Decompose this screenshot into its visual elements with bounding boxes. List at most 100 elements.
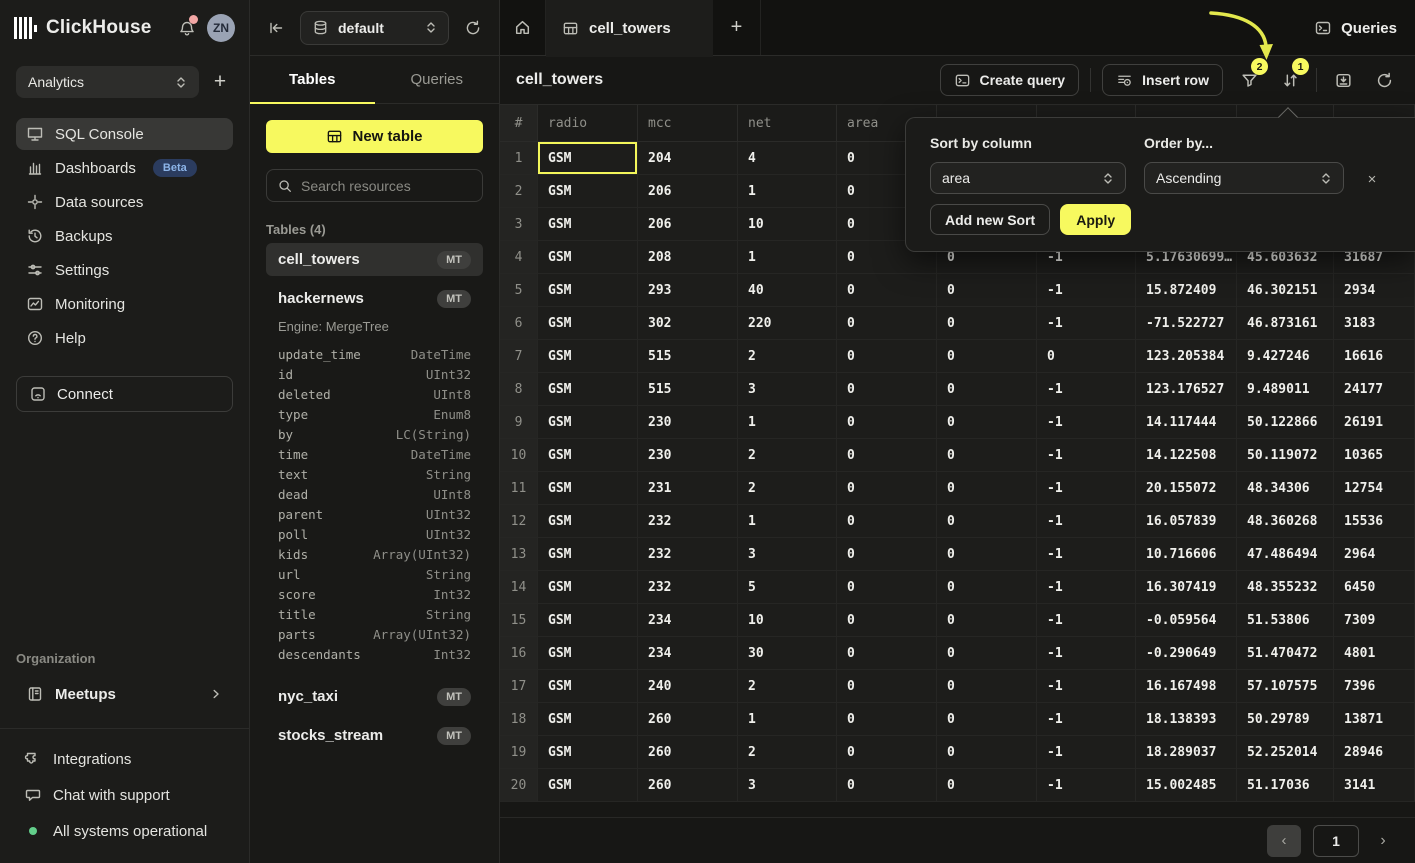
queries-link[interactable]: Queries (1314, 0, 1397, 56)
table-cell[interactable]: 46.302151 (1237, 274, 1334, 307)
table-cell[interactable]: 208 (638, 241, 738, 274)
table-cell[interactable]: 18.138393 (1136, 703, 1237, 736)
table-cell[interactable]: 232 (638, 571, 738, 604)
table-cell[interactable]: GSM (538, 538, 638, 571)
table-cell[interactable]: 48.34306 (1237, 472, 1334, 505)
sidebar-item-meetups[interactable]: Meetups (16, 678, 233, 710)
table-cell[interactable]: 206 (638, 208, 738, 241)
table-cell[interactable]: GSM (538, 373, 638, 406)
table-cell[interactable]: 260 (638, 703, 738, 736)
table-cell[interactable]: -1 (1037, 505, 1136, 538)
row-number[interactable]: 18 (500, 703, 538, 736)
table-cell[interactable]: 1 (738, 241, 837, 274)
new-table-button[interactable]: New table (266, 120, 483, 153)
table-cell[interactable]: GSM (538, 703, 638, 736)
table-cell[interactable]: 2964 (1334, 538, 1415, 571)
row-number[interactable]: 19 (500, 736, 538, 769)
table-list-item-nyc-taxi[interactable]: nyc_taxi MT (266, 680, 483, 713)
add-new-sort-button[interactable]: Add new Sort (930, 204, 1051, 235)
table-cell[interactable]: 3 (738, 373, 837, 406)
table-cell[interactable]: 3141 (1334, 769, 1415, 802)
table-cell[interactable]: 2 (738, 340, 837, 373)
notifications-bell-icon[interactable] (176, 15, 198, 39)
table-cell[interactable]: 0 (937, 571, 1037, 604)
row-number[interactable]: 2 (500, 175, 538, 208)
table-cell[interactable]: 0 (837, 670, 937, 703)
search-box[interactable] (266, 169, 483, 202)
table-cell[interactable]: 293 (638, 274, 738, 307)
create-query-button[interactable]: Create query (939, 64, 1080, 96)
table-cell[interactable]: 57.107575 (1237, 670, 1334, 703)
row-number[interactable]: 11 (500, 472, 538, 505)
table-cell[interactable]: 5 (738, 571, 837, 604)
table-cell[interactable]: 230 (638, 439, 738, 472)
table-cell[interactable]: 10 (738, 604, 837, 637)
row-number[interactable]: 16 (500, 637, 538, 670)
row-number[interactable]: 12 (500, 505, 538, 538)
table-cell[interactable]: 3 (738, 538, 837, 571)
table-cell[interactable]: 0 (837, 769, 937, 802)
table-cell[interactable]: -1 (1037, 670, 1136, 703)
table-cell[interactable]: 16616 (1334, 340, 1415, 373)
table-cell[interactable]: 46.873161 (1237, 307, 1334, 340)
table-cell[interactable]: 18.289037 (1136, 736, 1237, 769)
row-number[interactable]: 9 (500, 406, 538, 439)
table-cell[interactable]: -0.290649 (1136, 637, 1237, 670)
close-sort-icon[interactable]: × (1367, 170, 1377, 188)
table-cell[interactable]: -1 (1037, 703, 1136, 736)
sort-column-select[interactable]: area (930, 162, 1126, 194)
table-cell[interactable]: 0 (837, 274, 937, 307)
table-cell[interactable]: 3183 (1334, 307, 1415, 340)
table-cell[interactable]: 28946 (1334, 736, 1415, 769)
table-cell[interactable]: GSM (538, 142, 638, 175)
table-cell[interactable]: -1 (1037, 406, 1136, 439)
table-cell[interactable]: -1 (1037, 439, 1136, 472)
table-cell[interactable]: 15.002485 (1136, 769, 1237, 802)
table-cell[interactable]: 30 (738, 637, 837, 670)
table-cell[interactable]: 0 (937, 340, 1037, 373)
table-cell[interactable]: -1 (1037, 736, 1136, 769)
table-cell[interactable]: 231 (638, 472, 738, 505)
table-cell[interactable]: GSM (538, 340, 638, 373)
table-cell[interactable]: 20.155072 (1136, 472, 1237, 505)
collapse-panel-icon[interactable] (262, 14, 290, 42)
table-cell[interactable]: 0 (837, 307, 937, 340)
table-cell[interactable]: 6450 (1334, 571, 1415, 604)
table-cell[interactable]: 0 (837, 472, 937, 505)
table-cell[interactable]: 47.486494 (1237, 538, 1334, 571)
table-cell[interactable]: 0 (837, 604, 937, 637)
table-list-item-stocks-stream[interactable]: stocks_stream MT (266, 719, 483, 752)
table-cell[interactable]: 0 (937, 604, 1037, 637)
table-cell[interactable]: 0 (937, 406, 1037, 439)
table-cell[interactable]: 0 (837, 505, 937, 538)
table-cell[interactable]: 50.29789 (1237, 703, 1334, 736)
sidebar-item-dashboards[interactable]: Dashboards Beta (16, 152, 233, 184)
user-avatar[interactable]: ZN (207, 14, 235, 42)
table-cell[interactable]: 1 (738, 505, 837, 538)
table-cell[interactable]: 52.252014 (1237, 736, 1334, 769)
table-cell[interactable]: GSM (538, 274, 638, 307)
table-cell[interactable]: 16.307419 (1136, 571, 1237, 604)
table-cell[interactable]: -1 (1037, 373, 1136, 406)
table-cell[interactable]: 0 (937, 538, 1037, 571)
refresh-button[interactable] (1369, 65, 1399, 95)
row-number[interactable]: 8 (500, 373, 538, 406)
table-cell[interactable]: 2 (738, 670, 837, 703)
table-cell[interactable]: 13871 (1334, 703, 1415, 736)
table-cell[interactable]: 9.489011 (1237, 373, 1334, 406)
table-cell[interactable]: 234 (638, 637, 738, 670)
table-cell[interactable]: 16.057839 (1136, 505, 1237, 538)
sidebar-item-backups[interactable]: Backups (16, 220, 233, 252)
table-cell[interactable]: 50.119072 (1237, 439, 1334, 472)
table-cell[interactable]: 260 (638, 736, 738, 769)
table-cell[interactable]: 204 (638, 142, 738, 175)
download-button[interactable] (1328, 65, 1358, 95)
table-cell[interactable]: 2 (738, 472, 837, 505)
table-cell[interactable]: 0 (837, 571, 937, 604)
table-cell[interactable]: 0 (837, 340, 937, 373)
table-cell[interactable]: 40 (738, 274, 837, 307)
row-number[interactable]: 17 (500, 670, 538, 703)
sidebar-item-sql-console[interactable]: SQL Console (16, 118, 233, 150)
prev-page-button[interactable]: ‹ (1267, 824, 1301, 857)
table-cell[interactable]: -1 (1037, 604, 1136, 637)
